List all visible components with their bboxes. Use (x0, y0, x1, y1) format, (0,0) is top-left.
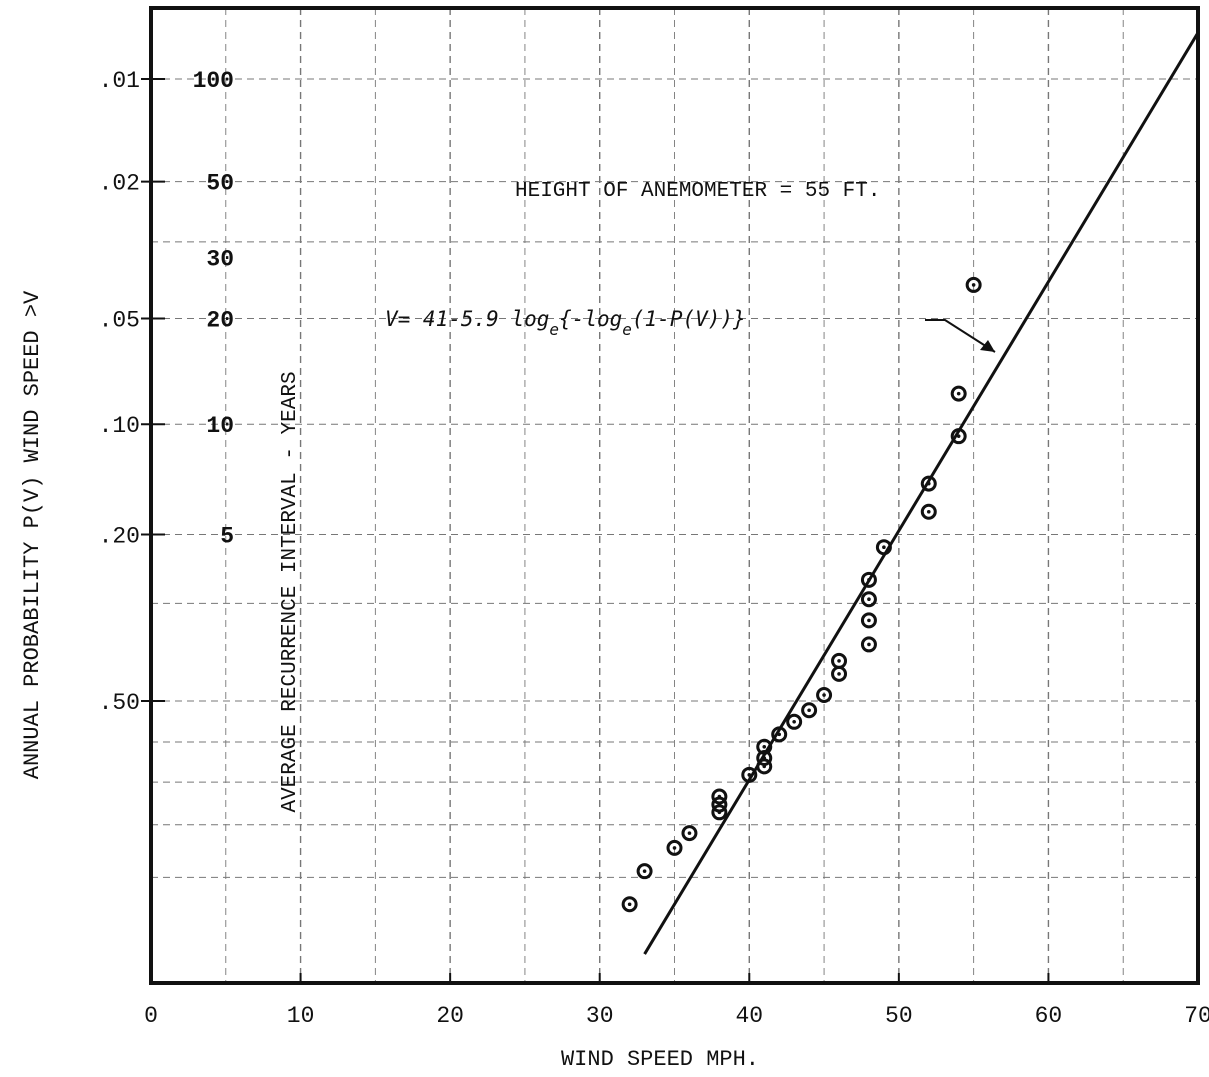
data-point (756, 738, 773, 755)
x-tick-label: 10 (287, 1003, 315, 1029)
data-point (771, 726, 788, 743)
data-point (860, 612, 877, 629)
data-point (965, 276, 982, 293)
data-point (875, 539, 892, 556)
data-point (756, 758, 773, 775)
data-point-center (926, 509, 931, 514)
data-point-center (762, 745, 767, 749)
data-point (831, 652, 848, 669)
data-point-center (867, 597, 871, 602)
fit-equation-log1: log (511, 307, 549, 331)
grid (151, 8, 1198, 983)
fit-equation-prefix: V= 41-5.9 (385, 307, 511, 331)
data-point (920, 475, 937, 492)
x-axis-ticks: 0 10 20 30 40 50 60 70 (144, 973, 1209, 1029)
recurrence-tick-label: 30 (206, 247, 234, 273)
data-point (801, 702, 818, 719)
data-point-center (837, 672, 841, 676)
y-tick-label: .02 (99, 171, 140, 197)
data-point-center (882, 545, 886, 550)
equation-arrow (925, 319, 996, 353)
fit-equation-suffix: (1-P(V))} (632, 307, 746, 331)
data-point (920, 503, 937, 520)
data-point (636, 863, 653, 880)
recurrence-tick-label: 100 (193, 68, 234, 94)
fit-line (643, 31, 1200, 955)
data-point (711, 788, 728, 805)
x-tick-label: 30 (586, 1003, 614, 1029)
fit-equation-middle: {- (559, 307, 584, 331)
x-tick-label: 0 (144, 1003, 158, 1029)
data-point (741, 766, 758, 783)
data-point (786, 713, 803, 730)
x-tick-label: 40 (735, 1003, 763, 1029)
y-axis-label: ANNUAL PROBABILITY P(V) WIND SPEED >V (20, 290, 45, 779)
y-tick-label: .20 (99, 523, 140, 549)
fit-equation-log2: log (584, 307, 622, 331)
data-point-center (642, 869, 647, 873)
data-point-center (687, 831, 692, 835)
data-point (621, 896, 638, 913)
data-point-center (867, 642, 871, 647)
x-axis-label: WIND SPEED MPH. (561, 1047, 759, 1072)
recurrence-tick-label: 50 (206, 171, 234, 197)
recurrence-tick-label: 20 (206, 307, 234, 333)
data-point-center (867, 618, 871, 623)
recurrence-tick-label: 10 (206, 413, 234, 439)
data-point-center (717, 794, 722, 799)
x-tick-label: 50 (885, 1003, 913, 1029)
data-point-center (627, 902, 632, 907)
data-point-center (837, 659, 841, 663)
data-point (860, 571, 877, 588)
recurrence-ticks: 100 50 30 20 10 5 (193, 68, 234, 549)
x-tick-label: 20 (436, 1003, 464, 1029)
y-tick-label: .10 (99, 413, 140, 439)
data-point (816, 687, 833, 704)
data-point-center (792, 719, 796, 724)
data-point-center (822, 693, 826, 697)
y-axis-ticks: .01 .02 .05 .10 .20 .50 (99, 68, 165, 716)
data-point-center (672, 846, 677, 850)
data-point-center (867, 578, 871, 582)
fit-equation-sub2: e (622, 320, 632, 339)
data-point (681, 825, 698, 842)
data-point (860, 591, 877, 608)
x-tick-label: 60 (1035, 1003, 1063, 1029)
data-point-center (971, 283, 976, 287)
plot-frame (149, 6, 1200, 985)
equation-arrowhead (980, 340, 995, 352)
data-point (950, 428, 967, 445)
y-tick-label: .50 (99, 690, 140, 716)
x-tick-label: 70 (1184, 1003, 1209, 1029)
recurrence-axis-label: AVERAGE RECURRENCE INTERVAL - YEARS (279, 371, 302, 812)
fit-equation: V= 41-5.9 loge{-loge(1-P(V))} (385, 307, 746, 339)
data-point (666, 839, 683, 856)
data-point-center (747, 773, 752, 777)
data-point (860, 636, 877, 653)
data-point-center (762, 756, 767, 760)
fit-equation-sub1: e (549, 320, 559, 339)
y-tick-label: .05 (99, 307, 140, 333)
data-point-center (777, 732, 781, 737)
data-point (756, 749, 773, 766)
data-point-center (807, 708, 811, 713)
data-point-center (926, 481, 931, 486)
y-tick-label: .01 (99, 68, 140, 94)
anemometer-height-annotation: HEIGHT OF ANEMOMETER = 55 FT. (515, 180, 880, 203)
data-points (621, 276, 982, 913)
data-point-center (956, 434, 961, 438)
fit-line-group (643, 31, 1200, 955)
data-point-center (956, 391, 961, 396)
recurrence-tick-label: 5 (220, 523, 234, 549)
data-point (950, 385, 967, 402)
